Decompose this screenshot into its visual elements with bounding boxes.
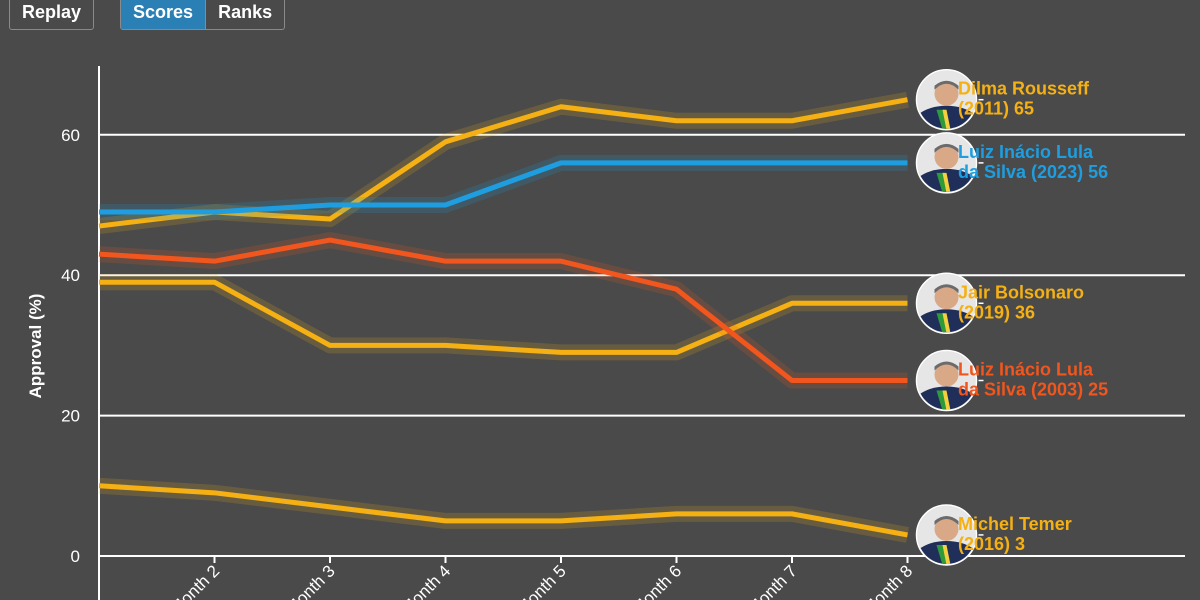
chart-controls: Replay Scores Ranks [9, 0, 286, 30]
x-tick-label: Month 8 [859, 561, 916, 600]
series-lines [98, 91, 909, 543]
x-tick-label: Month 6 [628, 561, 685, 600]
series-line [99, 160, 908, 215]
x-tick-label: Month 7 [744, 561, 801, 600]
series-end-label: Luiz Inácio Lula da Silva (2003) 25 [958, 360, 1108, 400]
y-tick-label: 20 [61, 407, 80, 426]
series-line [99, 279, 908, 355]
series-line [98, 483, 908, 538]
series-end-label: Michel Temer (2016) 3 [958, 514, 1072, 554]
x-tick-label: Month 3 [282, 561, 339, 600]
jair-bolsonaro-avatar [915, 272, 984, 335]
grid-lines [99, 133, 1185, 557]
y-tick-label: 0 [71, 547, 80, 566]
y-axis-title: Approval (%) [26, 294, 45, 399]
series-end-label: Jair Bolsonaro (2019) 36 [958, 282, 1084, 322]
michel-temer-avatar [915, 504, 984, 566]
series-line [98, 237, 908, 383]
end-labels: Dilma Rousseff (2011) 65 Luiz Inácio Lula d… [915, 68, 1108, 566]
x-tick-label: Month 2 [166, 561, 223, 600]
dilma-rousseff-avatar [915, 68, 984, 131]
x-tick-label: Month 5 [513, 561, 570, 600]
lula-2003-avatar [915, 349, 984, 412]
series-end-label: Luiz Inácio Lula da Silva (2023) 56 [958, 142, 1108, 182]
y-tick-label: 40 [61, 266, 80, 285]
x-axis: Month 2 Month 3 Month 4 Month 5 Month 6 Month… [166, 556, 916, 600]
y-tick-label: 60 [61, 126, 80, 145]
scores-button[interactable]: Scores [120, 0, 207, 30]
y-axis: 0 20 40 60 [61, 66, 100, 600]
series-end-label: Dilma Rousseff (2011) 65 [958, 79, 1090, 119]
ranks-button[interactable]: Ranks [206, 0, 286, 30]
replay-button[interactable]: Replay [9, 0, 95, 30]
lula-2023-avatar [915, 132, 984, 194]
view-mode-toggle: Scores Ranks [120, 0, 286, 30]
series-line-glow [99, 154, 908, 221]
series-line-glow [99, 274, 908, 361]
x-tick-label: Month 4 [397, 561, 454, 600]
